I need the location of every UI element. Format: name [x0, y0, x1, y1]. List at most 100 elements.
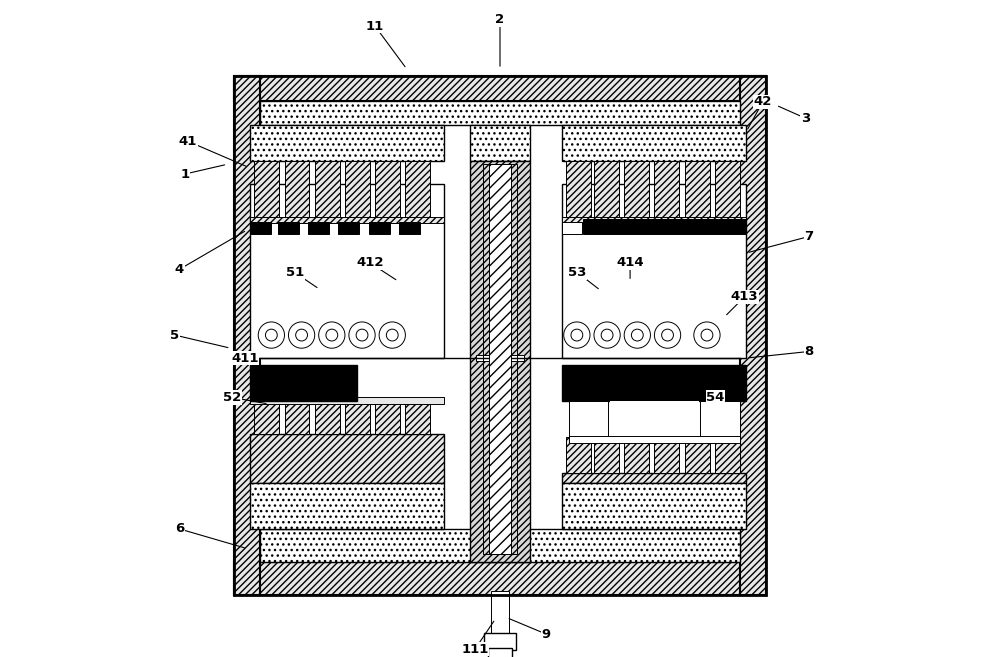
- Circle shape: [631, 329, 643, 341]
- Bar: [254, 401, 279, 434]
- Bar: [476, 355, 524, 361]
- Text: 42: 42: [754, 95, 772, 108]
- Circle shape: [349, 322, 375, 348]
- Text: 6: 6: [175, 522, 184, 535]
- Bar: [624, 437, 649, 473]
- Bar: [338, 222, 359, 234]
- Circle shape: [701, 329, 713, 341]
- Bar: [250, 365, 357, 401]
- Bar: [594, 437, 619, 473]
- Text: 41: 41: [179, 135, 197, 148]
- Bar: [489, 164, 511, 554]
- Bar: [260, 101, 740, 125]
- Text: 2: 2: [495, 13, 505, 26]
- Text: 7: 7: [804, 230, 813, 243]
- Circle shape: [571, 329, 583, 341]
- Bar: [345, 161, 370, 217]
- Text: 412: 412: [356, 256, 384, 269]
- Circle shape: [296, 329, 307, 341]
- Text: 411: 411: [231, 351, 259, 365]
- Bar: [491, 591, 509, 634]
- Text: 54: 54: [706, 391, 725, 404]
- Bar: [375, 401, 400, 434]
- Bar: [345, 401, 370, 434]
- Bar: [250, 125, 444, 161]
- Bar: [484, 633, 516, 650]
- Bar: [562, 365, 746, 401]
- Circle shape: [654, 322, 681, 348]
- Bar: [234, 76, 766, 101]
- Text: 4: 4: [175, 263, 184, 276]
- Text: 52: 52: [223, 391, 242, 404]
- Bar: [278, 222, 299, 234]
- Text: 413: 413: [731, 290, 758, 304]
- Text: 414: 414: [616, 256, 644, 269]
- Bar: [654, 161, 679, 217]
- Text: 3: 3: [801, 112, 810, 125]
- Bar: [562, 222, 582, 234]
- Bar: [569, 401, 608, 443]
- Bar: [405, 401, 430, 434]
- Bar: [250, 397, 444, 404]
- Bar: [250, 217, 444, 223]
- Circle shape: [594, 322, 620, 348]
- Bar: [369, 222, 390, 234]
- Bar: [234, 76, 766, 595]
- Bar: [285, 401, 309, 434]
- Bar: [685, 161, 710, 217]
- Bar: [488, 648, 512, 657]
- Bar: [562, 184, 746, 358]
- Circle shape: [356, 329, 368, 341]
- Text: 11: 11: [366, 20, 384, 33]
- Text: 8: 8: [804, 345, 813, 358]
- Bar: [234, 562, 766, 595]
- Bar: [250, 483, 444, 529]
- Bar: [685, 437, 710, 473]
- Circle shape: [258, 322, 285, 348]
- Circle shape: [624, 322, 650, 348]
- Circle shape: [694, 322, 720, 348]
- Bar: [566, 437, 591, 473]
- Circle shape: [386, 329, 398, 341]
- Circle shape: [326, 329, 338, 341]
- Bar: [583, 219, 746, 234]
- Bar: [740, 76, 766, 595]
- Circle shape: [288, 322, 315, 348]
- Text: 53: 53: [568, 266, 587, 279]
- Text: 1: 1: [180, 168, 189, 181]
- Circle shape: [662, 329, 673, 341]
- Text: 5: 5: [170, 328, 179, 342]
- Bar: [700, 401, 740, 443]
- Bar: [715, 161, 740, 217]
- Text: 9: 9: [541, 627, 551, 641]
- Bar: [610, 401, 699, 436]
- Circle shape: [379, 322, 405, 348]
- Bar: [562, 125, 746, 161]
- Bar: [234, 76, 260, 595]
- Circle shape: [265, 329, 277, 341]
- Bar: [254, 161, 279, 217]
- Bar: [654, 437, 679, 473]
- Bar: [260, 529, 740, 562]
- Bar: [562, 217, 746, 223]
- Bar: [624, 161, 649, 217]
- Bar: [715, 437, 740, 473]
- Bar: [470, 161, 530, 562]
- Bar: [569, 436, 740, 443]
- Bar: [483, 164, 517, 554]
- Circle shape: [601, 329, 613, 341]
- Bar: [315, 161, 340, 217]
- Bar: [250, 222, 271, 234]
- Bar: [250, 434, 444, 483]
- Bar: [405, 161, 430, 217]
- Bar: [470, 125, 530, 161]
- Bar: [566, 161, 591, 217]
- Bar: [594, 161, 619, 217]
- Text: 111: 111: [461, 643, 489, 656]
- Bar: [308, 222, 329, 234]
- Text: 51: 51: [286, 266, 304, 279]
- Bar: [562, 483, 746, 529]
- Bar: [399, 222, 420, 234]
- Bar: [285, 161, 309, 217]
- Circle shape: [319, 322, 345, 348]
